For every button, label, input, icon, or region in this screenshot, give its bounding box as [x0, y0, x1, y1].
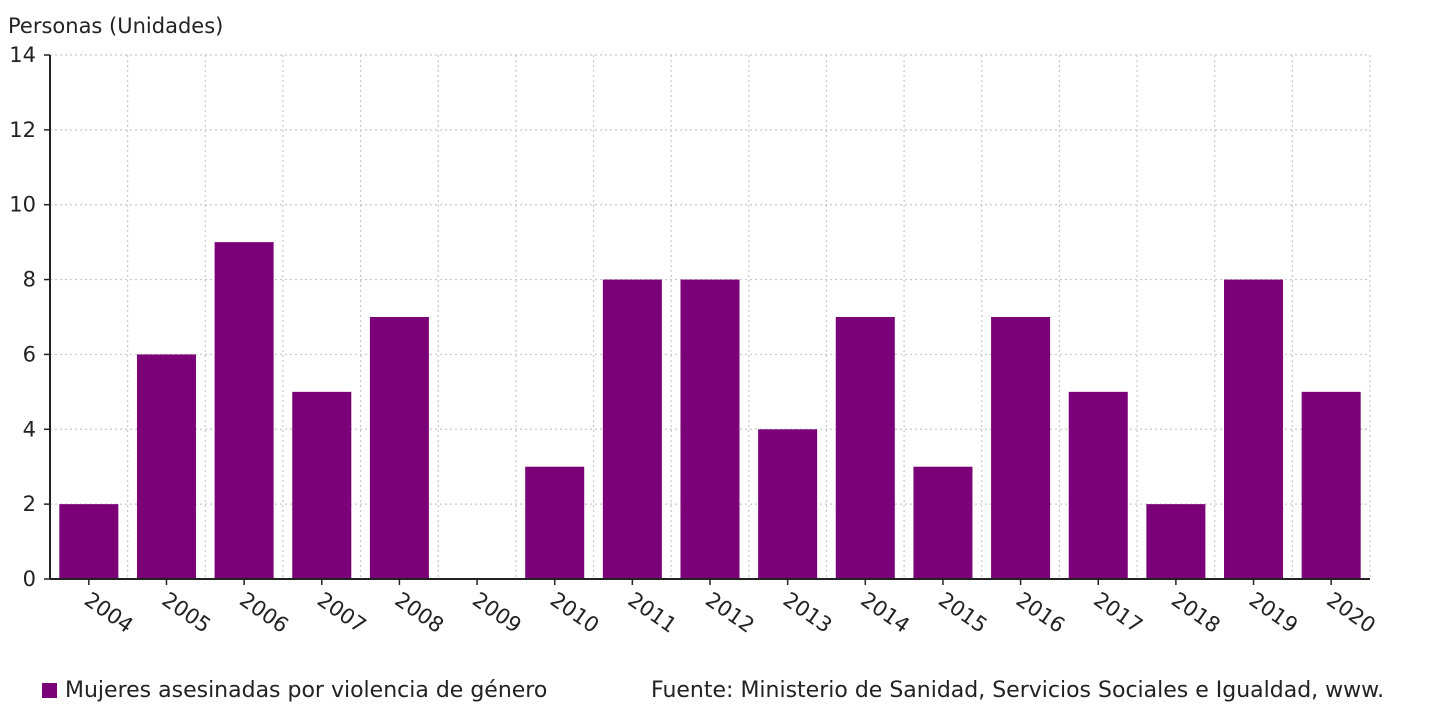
x-tick-label: 2008 — [391, 587, 449, 637]
bar-2018 — [1146, 504, 1206, 579]
bar-2017 — [1068, 391, 1128, 579]
x-tick-label: 2014 — [856, 587, 914, 637]
x-tick-label: 2005 — [158, 587, 216, 637]
bar-2011 — [602, 279, 662, 579]
y-tick-label: 8 — [23, 268, 36, 292]
legend: Mujeres asesinadas por violencia de géne… — [42, 678, 547, 703]
x-tick-label: 2006 — [235, 587, 293, 637]
x-tick-label: 2012 — [701, 587, 759, 637]
x-tick-label: 2010 — [546, 587, 604, 637]
y-tick-label: 10 — [9, 193, 36, 217]
bar-2015 — [913, 466, 973, 579]
x-tick-label: 2015 — [934, 587, 992, 637]
bar-2012 — [680, 279, 740, 579]
bar-2013 — [758, 429, 818, 579]
y-tick-label: 6 — [23, 342, 36, 366]
bar-2020 — [1301, 391, 1361, 579]
y-tick-label: 4 — [23, 417, 36, 441]
x-tick-label: 2011 — [623, 587, 681, 637]
legend-swatch — [42, 683, 57, 698]
bar-2005 — [136, 354, 196, 579]
y-tick-label: 0 — [23, 567, 36, 591]
x-tick-label: 2020 — [1322, 587, 1380, 637]
bar-2016 — [991, 317, 1051, 579]
y-tick-label: 12 — [9, 118, 36, 142]
bar-2006 — [214, 242, 274, 579]
x-tick-label: 2007 — [313, 587, 371, 637]
y-axis-label: Personas (Unidades) — [8, 14, 224, 38]
bar-2008 — [369, 317, 429, 579]
x-tick-label: 2018 — [1167, 587, 1225, 637]
legend-label: Mujeres asesinadas por violencia de géne… — [65, 678, 548, 703]
bar-2007 — [292, 391, 352, 579]
x-tick-label: 2016 — [1012, 587, 1070, 637]
bar-2010 — [525, 466, 585, 579]
bar-2004 — [59, 504, 119, 579]
x-tick-label: 2013 — [779, 587, 837, 637]
bar-2019 — [1224, 279, 1284, 579]
source-note: Fuente: Ministerio de Sanidad, Servicios… — [651, 678, 1385, 703]
x-tick-label: 2017 — [1089, 587, 1147, 637]
x-tick-label: 2009 — [468, 587, 526, 637]
x-tick-label: 2019 — [1245, 587, 1303, 637]
x-tick-label: 2004 — [80, 587, 138, 637]
bar-2014 — [835, 317, 895, 579]
y-tick-label: 14 — [9, 43, 36, 67]
y-tick-label: 2 — [23, 492, 36, 516]
